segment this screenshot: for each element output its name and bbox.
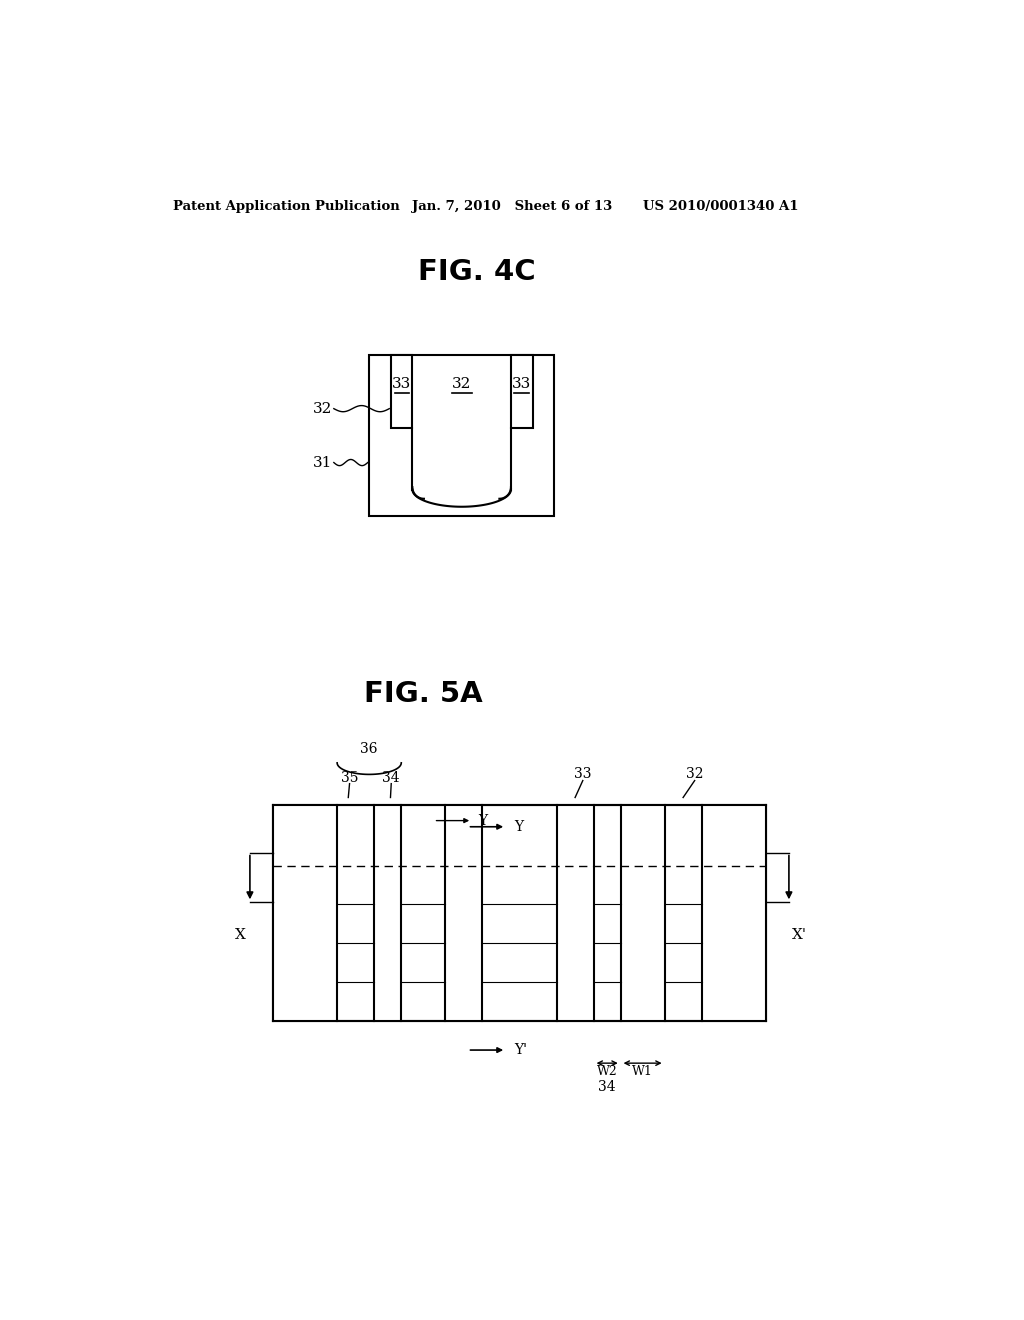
Text: Jan. 7, 2010   Sheet 6 of 13: Jan. 7, 2010 Sheet 6 of 13 xyxy=(412,199,612,213)
Text: W1: W1 xyxy=(632,1065,653,1078)
Text: Y': Y' xyxy=(514,1043,526,1057)
Bar xyxy=(273,805,766,1020)
Text: 36: 36 xyxy=(360,742,378,756)
Text: FIG. 4C: FIG. 4C xyxy=(418,259,536,286)
Text: 33: 33 xyxy=(392,378,412,391)
Text: 31: 31 xyxy=(313,455,333,470)
Bar xyxy=(370,355,554,516)
Bar xyxy=(556,805,594,1020)
Bar xyxy=(701,805,766,1020)
Text: X': X' xyxy=(793,928,807,941)
Text: Y: Y xyxy=(478,813,487,828)
Text: 34: 34 xyxy=(382,771,400,785)
Bar xyxy=(621,805,665,1020)
Text: 34: 34 xyxy=(598,1080,616,1094)
Bar xyxy=(511,355,532,428)
Text: W2: W2 xyxy=(597,1065,617,1078)
Bar xyxy=(391,355,413,428)
Text: FIG. 5A: FIG. 5A xyxy=(364,680,482,708)
Bar xyxy=(374,805,401,1020)
Bar xyxy=(445,805,482,1020)
Text: Patent Application Publication: Patent Application Publication xyxy=(173,199,399,213)
Text: 33: 33 xyxy=(512,378,531,391)
Text: 32: 32 xyxy=(452,378,471,391)
Text: Y: Y xyxy=(514,820,523,834)
Text: X: X xyxy=(236,928,246,941)
Text: 35: 35 xyxy=(341,771,358,785)
Text: 32: 32 xyxy=(686,767,703,781)
Bar xyxy=(273,805,337,1020)
Text: US 2010/0001340 A1: US 2010/0001340 A1 xyxy=(643,199,798,213)
Text: 33: 33 xyxy=(574,767,592,781)
Text: 32: 32 xyxy=(313,401,333,416)
